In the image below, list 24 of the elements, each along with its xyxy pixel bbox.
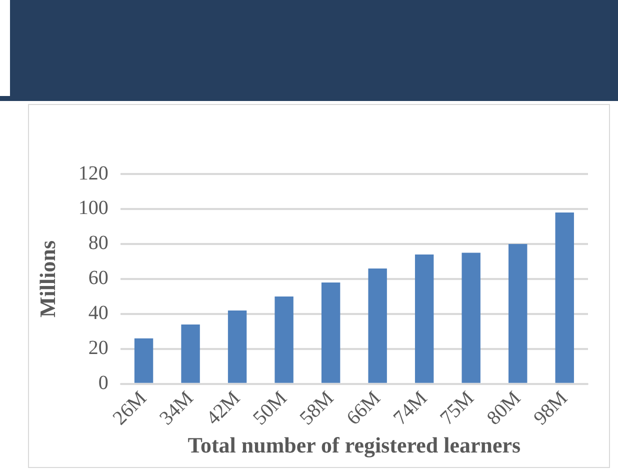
y-axis-title: Millions bbox=[34, 240, 60, 318]
bar bbox=[462, 252, 480, 383]
x-tick-label: 66M bbox=[342, 386, 385, 430]
bar bbox=[228, 310, 247, 383]
x-tick-label: 74M bbox=[389, 386, 432, 430]
bar bbox=[414, 254, 434, 383]
bar bbox=[368, 268, 387, 383]
y-tick-label: 20 bbox=[88, 337, 108, 360]
bar bbox=[274, 296, 294, 383]
x-tick-label: 80M bbox=[482, 386, 526, 430]
bar bbox=[181, 324, 200, 383]
y-tick-label: 40 bbox=[88, 302, 108, 324]
y-tick-label: 100 bbox=[78, 197, 108, 220]
x-axis-title: Total number of registered learners bbox=[188, 432, 522, 458]
x-tick-label: 75M bbox=[436, 386, 478, 430]
y-tick-label: 80 bbox=[88, 232, 108, 254]
x-tick-label: 42M bbox=[202, 386, 245, 430]
bar bbox=[134, 338, 154, 383]
y-tick-label: 120 bbox=[78, 162, 108, 184]
y-tick-label: 60 bbox=[88, 267, 108, 290]
y-tick-label: 0 bbox=[98, 372, 108, 394]
bar bbox=[555, 212, 574, 383]
bar bbox=[508, 244, 528, 383]
bar bbox=[321, 282, 340, 383]
